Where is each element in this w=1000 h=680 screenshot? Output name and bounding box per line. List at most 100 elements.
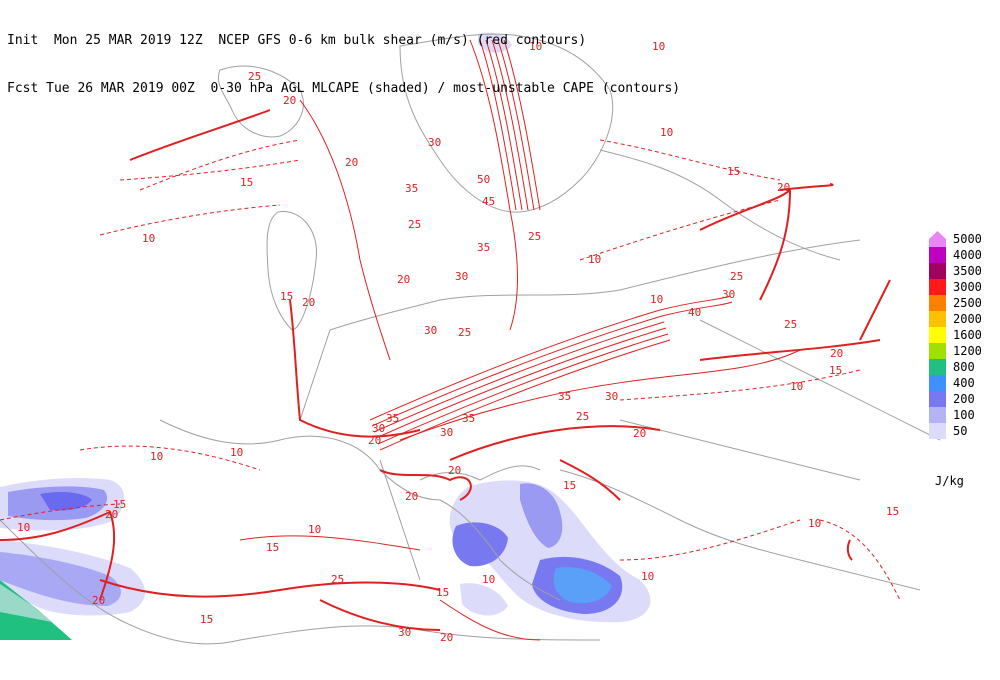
contour-label-15: 15 — [200, 613, 213, 626]
contour-label-30: 30 — [455, 270, 468, 283]
legend-entry: 1600 — [929, 327, 999, 343]
legend-swatch — [929, 263, 946, 279]
legend-swatch — [929, 359, 946, 375]
header-forecast-line: Fcst Tue 26 MAR 2019 00Z 0-30 hPa AGL ML… — [7, 81, 681, 96]
contour-label-25: 25 — [458, 326, 471, 339]
legend-label: 5000 — [953, 232, 982, 246]
contour-label-25: 25 — [784, 318, 797, 331]
contour-label-20: 20 — [302, 296, 315, 309]
contour-label-15: 15 — [829, 364, 842, 377]
legend-label: 3500 — [953, 264, 982, 278]
contour-label-20: 20 — [92, 594, 105, 607]
legend-entry: 4000 — [929, 247, 999, 263]
contour-label-10: 10 — [641, 570, 654, 583]
legend-swatch — [929, 311, 946, 327]
contour-label-10: 10 — [650, 293, 663, 306]
legend-swatch — [929, 279, 946, 295]
contour-label-15: 15 — [727, 165, 740, 178]
legend-label: 2000 — [953, 312, 982, 326]
legend-label: 800 — [953, 360, 975, 374]
contour-label-35: 35 — [558, 390, 571, 403]
contour-label-25: 25 — [248, 70, 261, 83]
legend-swatch — [929, 231, 946, 247]
contour-label-30: 30 — [722, 288, 735, 301]
contour-label-35: 35 — [405, 182, 418, 195]
contour-label-10: 10 — [230, 446, 243, 459]
contour-label-10: 10 — [790, 380, 803, 393]
cape-shading — [0, 32, 651, 640]
header-init-line: Init Mon 25 MAR 2019 12Z NCEP GFS 0-6 km… — [7, 33, 587, 48]
legend-label: 1200 — [953, 344, 982, 358]
legend-label: 1600 — [953, 328, 982, 342]
cape-legend: 5000 4000 3500 3000 2500 2000 1600 1200 800 400 20… — [929, 231, 999, 439]
contour-label-20: 20 — [345, 156, 358, 169]
contour-label-10: 10 — [652, 40, 665, 53]
contour-label-20: 20 — [777, 181, 790, 194]
contour-labels: 25 20 15 10 20 30 35 50 45 25 35 30 25 2… — [17, 40, 899, 644]
legend-label: 3000 — [953, 280, 982, 294]
contour-label-25: 25 — [331, 573, 344, 586]
contour-label-15: 15 — [886, 505, 899, 518]
contour-label-35: 35 — [386, 412, 399, 425]
contour-label-25: 25 — [408, 218, 421, 231]
contour-label-20: 20 — [633, 427, 646, 440]
contour-label-20: 20 — [283, 94, 296, 107]
legend-swatch — [929, 343, 946, 359]
legend-swatch — [929, 391, 946, 407]
contour-label-10: 10 — [660, 126, 673, 139]
contour-label-30: 30 — [424, 324, 437, 337]
contour-label-30: 30 — [605, 390, 618, 403]
contour-label-25: 25 — [730, 270, 743, 283]
contour-label-10: 10 — [308, 523, 321, 536]
contour-label-15: 15 — [113, 498, 126, 511]
legend-entry: 100 — [929, 407, 999, 423]
contour-label-30: 30 — [440, 426, 453, 439]
legend-entry: 200 — [929, 391, 999, 407]
legend-entry: 5000 — [929, 231, 999, 247]
contour-label-50: 50 — [477, 173, 490, 186]
coastlines — [0, 33, 941, 645]
legend-swatch — [929, 423, 946, 439]
legend-swatch — [929, 295, 946, 311]
contour-label-10: 10 — [529, 40, 542, 53]
contour-label-15: 15 — [563, 479, 576, 492]
contour-label-30: 30 — [398, 626, 411, 639]
contour-label-10: 10 — [17, 521, 30, 534]
contour-label-20: 20 — [397, 273, 410, 286]
contour-label-10: 10 — [150, 450, 163, 463]
contour-label-45: 45 — [482, 195, 495, 208]
contour-label-20: 20 — [105, 508, 118, 521]
contour-label-40: 40 — [688, 306, 701, 319]
map-header: Init Mon 25 MAR 2019 12Z NCEP GFS 0-6 km… — [7, 1, 680, 113]
legend-entry: 400 — [929, 375, 999, 391]
legend-entry: 2000 — [929, 311, 999, 327]
legend-entry: 3000 — [929, 279, 999, 295]
legend-entry: 50 — [929, 423, 999, 439]
contour-label-10: 10 — [142, 232, 155, 245]
contour-label-30: 30 — [428, 136, 441, 149]
legend-swatch — [929, 407, 946, 423]
legend-label: 4000 — [953, 248, 982, 262]
contour-label-20: 20 — [830, 347, 843, 360]
legend-swatch — [929, 327, 946, 343]
legend-entry: 1200 — [929, 343, 999, 359]
contour-label-10: 10 — [588, 253, 601, 266]
contour-label-35: 35 — [462, 412, 475, 425]
contour-label-15: 15 — [280, 290, 293, 303]
contour-label-10: 10 — [482, 573, 495, 586]
shear-contours — [0, 39, 901, 641]
contour-label-15: 15 — [436, 586, 449, 599]
contour-label-30: 30 — [372, 422, 385, 435]
contour-label-25: 25 — [528, 230, 541, 243]
legend-entry: 800 — [929, 359, 999, 375]
legend-swatch — [929, 247, 946, 263]
contour-label-10: 10 — [808, 517, 821, 530]
legend-swatch — [929, 375, 946, 391]
contour-label-15: 15 — [266, 541, 279, 554]
contour-label-25: 25 — [576, 410, 589, 423]
legend-label: 50 — [953, 424, 968, 438]
legend-unit: J/kg — [935, 474, 964, 488]
legend-entry: 3500 — [929, 263, 999, 279]
contour-label-15: 15 — [240, 176, 253, 189]
